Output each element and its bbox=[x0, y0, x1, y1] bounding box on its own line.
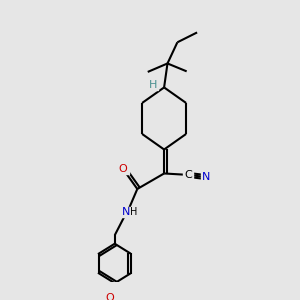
Text: O: O bbox=[119, 164, 128, 174]
Bar bbox=[201, 172, 212, 182]
Bar bbox=[118, 164, 129, 174]
Bar bbox=[119, 207, 136, 217]
Text: C: C bbox=[184, 170, 192, 180]
Text: H: H bbox=[130, 207, 137, 217]
Bar bbox=[148, 80, 158, 90]
Bar bbox=[104, 293, 115, 300]
Text: H: H bbox=[149, 80, 158, 90]
Bar bbox=[183, 170, 193, 180]
Text: O: O bbox=[105, 293, 114, 300]
Text: N: N bbox=[122, 207, 130, 217]
Text: N: N bbox=[202, 172, 211, 182]
